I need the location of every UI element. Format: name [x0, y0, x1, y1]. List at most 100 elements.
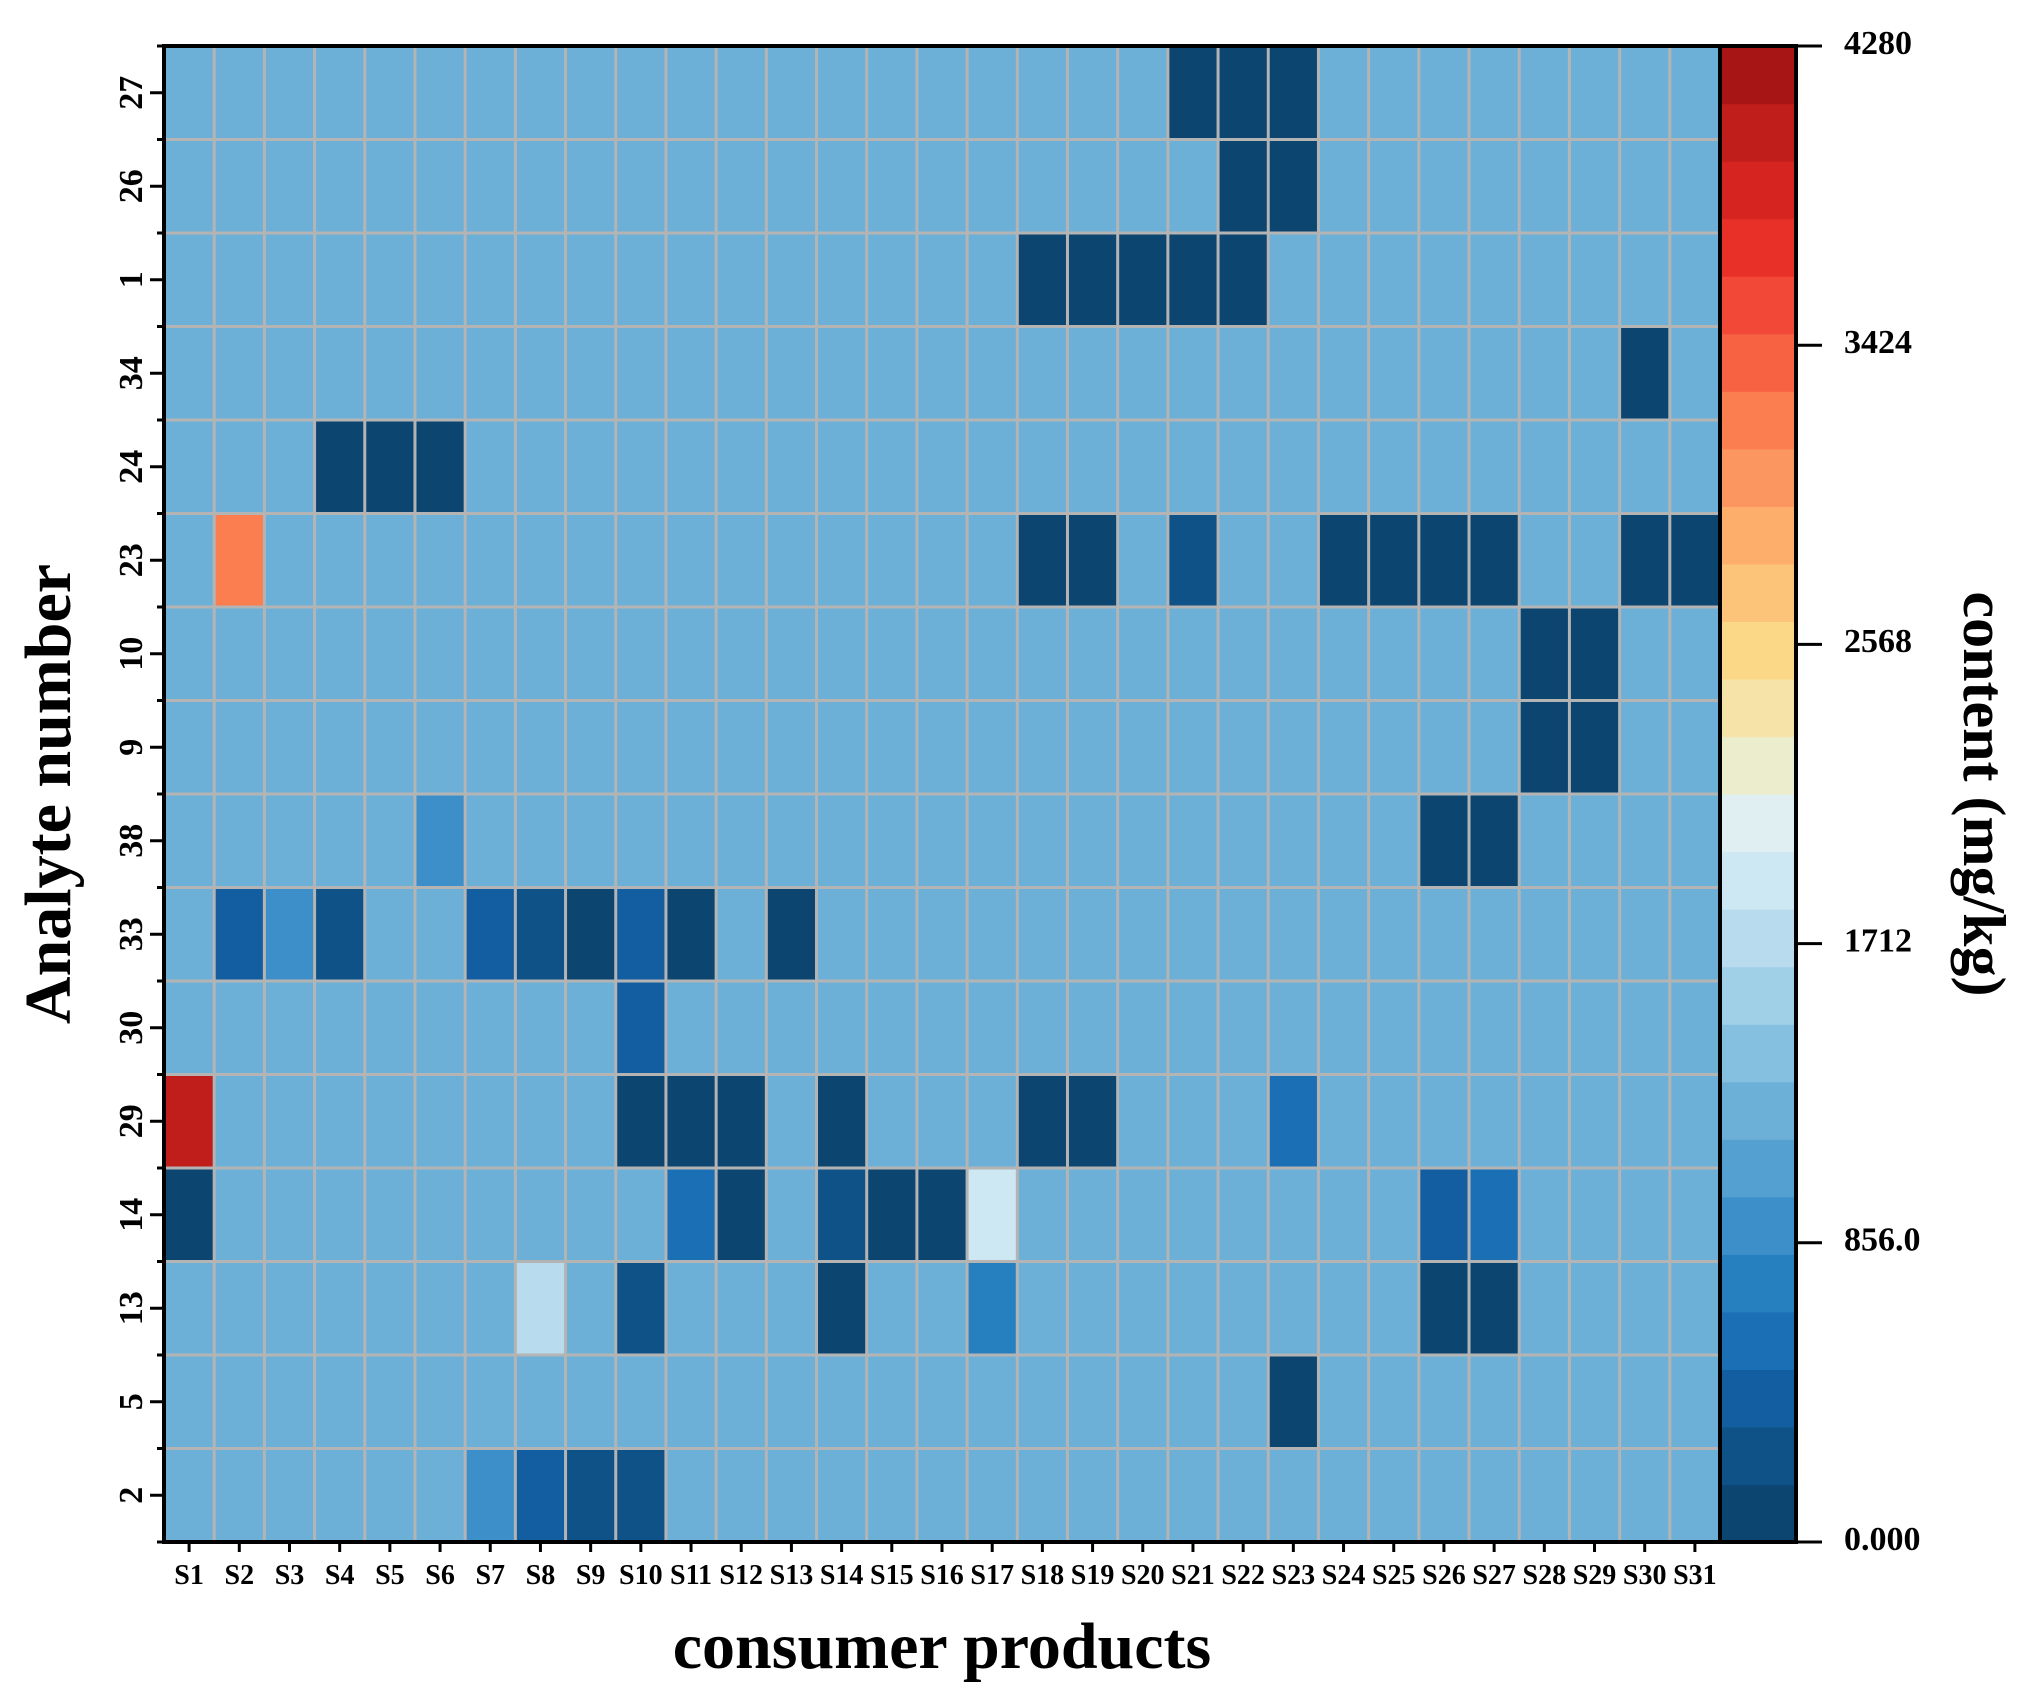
colorbar-tick-label: 856.0	[1844, 1222, 1921, 1259]
heatmap-cell	[364, 1355, 415, 1449]
x-tick-label: S26	[1422, 1560, 1466, 1591]
heatmap-cell	[314, 1261, 365, 1355]
heatmap-cell	[214, 46, 265, 140]
heatmap-cell	[665, 1448, 717, 1542]
heatmap-cell	[164, 700, 215, 794]
colorbar-segment	[1720, 161, 1796, 220]
heatmap-cell	[1619, 794, 1670, 888]
x-tick-label: S14	[820, 1560, 864, 1591]
heatmap-cell	[1218, 420, 1269, 514]
y-tick-label: 14	[113, 1198, 150, 1232]
heatmap-cell	[314, 887, 365, 981]
heatmap-cell	[465, 46, 516, 140]
heatmap-cell	[164, 1448, 215, 1542]
heatmap-cell	[816, 46, 867, 140]
heatmap-cell	[766, 700, 817, 794]
heatmap-cell	[916, 607, 968, 701]
heatmap-cell	[1669, 46, 1720, 140]
heatmap-cell	[1218, 233, 1269, 327]
heatmap-cell	[1117, 1355, 1168, 1449]
heatmap-cell	[1067, 1448, 1118, 1542]
heatmap-cell	[1218, 1448, 1269, 1542]
heatmap-cell	[1117, 139, 1168, 233]
y-tick-label: 38	[113, 824, 150, 858]
y-tick-label: 29	[113, 1104, 150, 1138]
heatmap-cell	[1619, 1448, 1670, 1542]
heatmap-cell	[615, 1261, 666, 1355]
heatmap-cell	[1067, 326, 1118, 420]
colorbar-segment	[1720, 103, 1796, 162]
heatmap-cell	[1167, 46, 1219, 140]
heatmap-cell	[1519, 981, 1570, 1075]
heatmap-cell	[1519, 1355, 1570, 1449]
heatmap-cell	[1067, 1355, 1118, 1449]
heatmap-cell	[1318, 1448, 1369, 1542]
colorbar-segment	[1720, 448, 1796, 507]
heatmap-cell	[264, 326, 315, 420]
heatmap-cell	[1017, 233, 1068, 327]
heatmap-cell	[214, 700, 265, 794]
heatmap-cell	[414, 1355, 466, 1449]
heatmap-cell	[1067, 1168, 1118, 1262]
heatmap-cell	[1569, 326, 1620, 420]
heatmap-cell	[414, 1261, 466, 1355]
heatmap-cell	[866, 139, 917, 233]
heatmap-cell	[465, 700, 516, 794]
heatmap-cell	[164, 1355, 215, 1449]
heatmap-cell	[214, 981, 265, 1075]
x-tick-label: S4	[325, 1560, 355, 1591]
y-tick-label: 10	[113, 637, 150, 671]
heatmap-cell	[1569, 887, 1620, 981]
heatmap-cell	[1117, 1261, 1168, 1355]
heatmap-cell	[515, 1355, 566, 1449]
heatmap-cell	[1318, 887, 1369, 981]
heatmap-cell	[1268, 981, 1319, 1075]
heatmap-cell	[515, 46, 566, 140]
heatmap-cell	[1569, 1448, 1620, 1542]
heatmap-cell	[1368, 887, 1419, 981]
heatmap-cell	[916, 139, 968, 233]
heatmap-cell	[565, 700, 616, 794]
heatmap-cell	[1218, 513, 1269, 607]
heatmap-cell	[1368, 1168, 1419, 1262]
heatmap-cell	[1268, 887, 1319, 981]
heatmap-cell	[967, 607, 1018, 701]
heatmap-cell	[1318, 1355, 1369, 1449]
y-axis: 2 5 13 14 29 30 33 38 9 10 23 24 34 1 26 27	[113, 44, 164, 1544]
heatmap-cell	[766, 607, 817, 701]
heatmap-cell	[314, 420, 365, 514]
heatmap-cell	[1669, 233, 1720, 327]
heatmap-cell	[1569, 46, 1620, 140]
heatmap-cell	[1318, 139, 1369, 233]
heatmap-cell	[1569, 981, 1620, 1075]
y-axis-title: Analyte number	[12, 564, 85, 1024]
heatmap-cell	[1469, 326, 1520, 420]
heatmap-cell	[1619, 1074, 1670, 1168]
heatmap-cell	[465, 420, 516, 514]
colorbar-tick-label: 0.000	[1844, 1521, 1921, 1558]
heatmap-cell	[414, 1074, 466, 1168]
colorbar-tick-label: 4280	[1844, 25, 1912, 62]
heatmap-cell	[314, 700, 365, 794]
heatmap-cell	[465, 513, 516, 607]
heatmap-cell	[1368, 700, 1419, 794]
heatmap-cell	[565, 981, 616, 1075]
heatmap-cell	[1218, 1261, 1269, 1355]
heatmap-cell	[615, 513, 666, 607]
heatmap-cell	[1268, 46, 1319, 140]
heatmap-cell	[1669, 981, 1720, 1075]
heatmap-cell	[1218, 794, 1269, 888]
heatmap-cell	[1669, 420, 1720, 514]
heatmap-cell	[1669, 887, 1720, 981]
heatmap-cell	[1368, 1074, 1419, 1168]
heatmap-cell	[565, 326, 616, 420]
y-tick-label: 9	[113, 739, 150, 756]
heatmap-cell	[164, 326, 215, 420]
heatmap-cell	[916, 1355, 968, 1449]
heatmap-cell	[264, 1448, 315, 1542]
colorbar-segment	[1720, 563, 1796, 622]
heatmap-cell	[665, 700, 717, 794]
heatmap-cell	[515, 700, 566, 794]
heatmap-cell	[214, 607, 265, 701]
heatmap-cell	[364, 794, 415, 888]
